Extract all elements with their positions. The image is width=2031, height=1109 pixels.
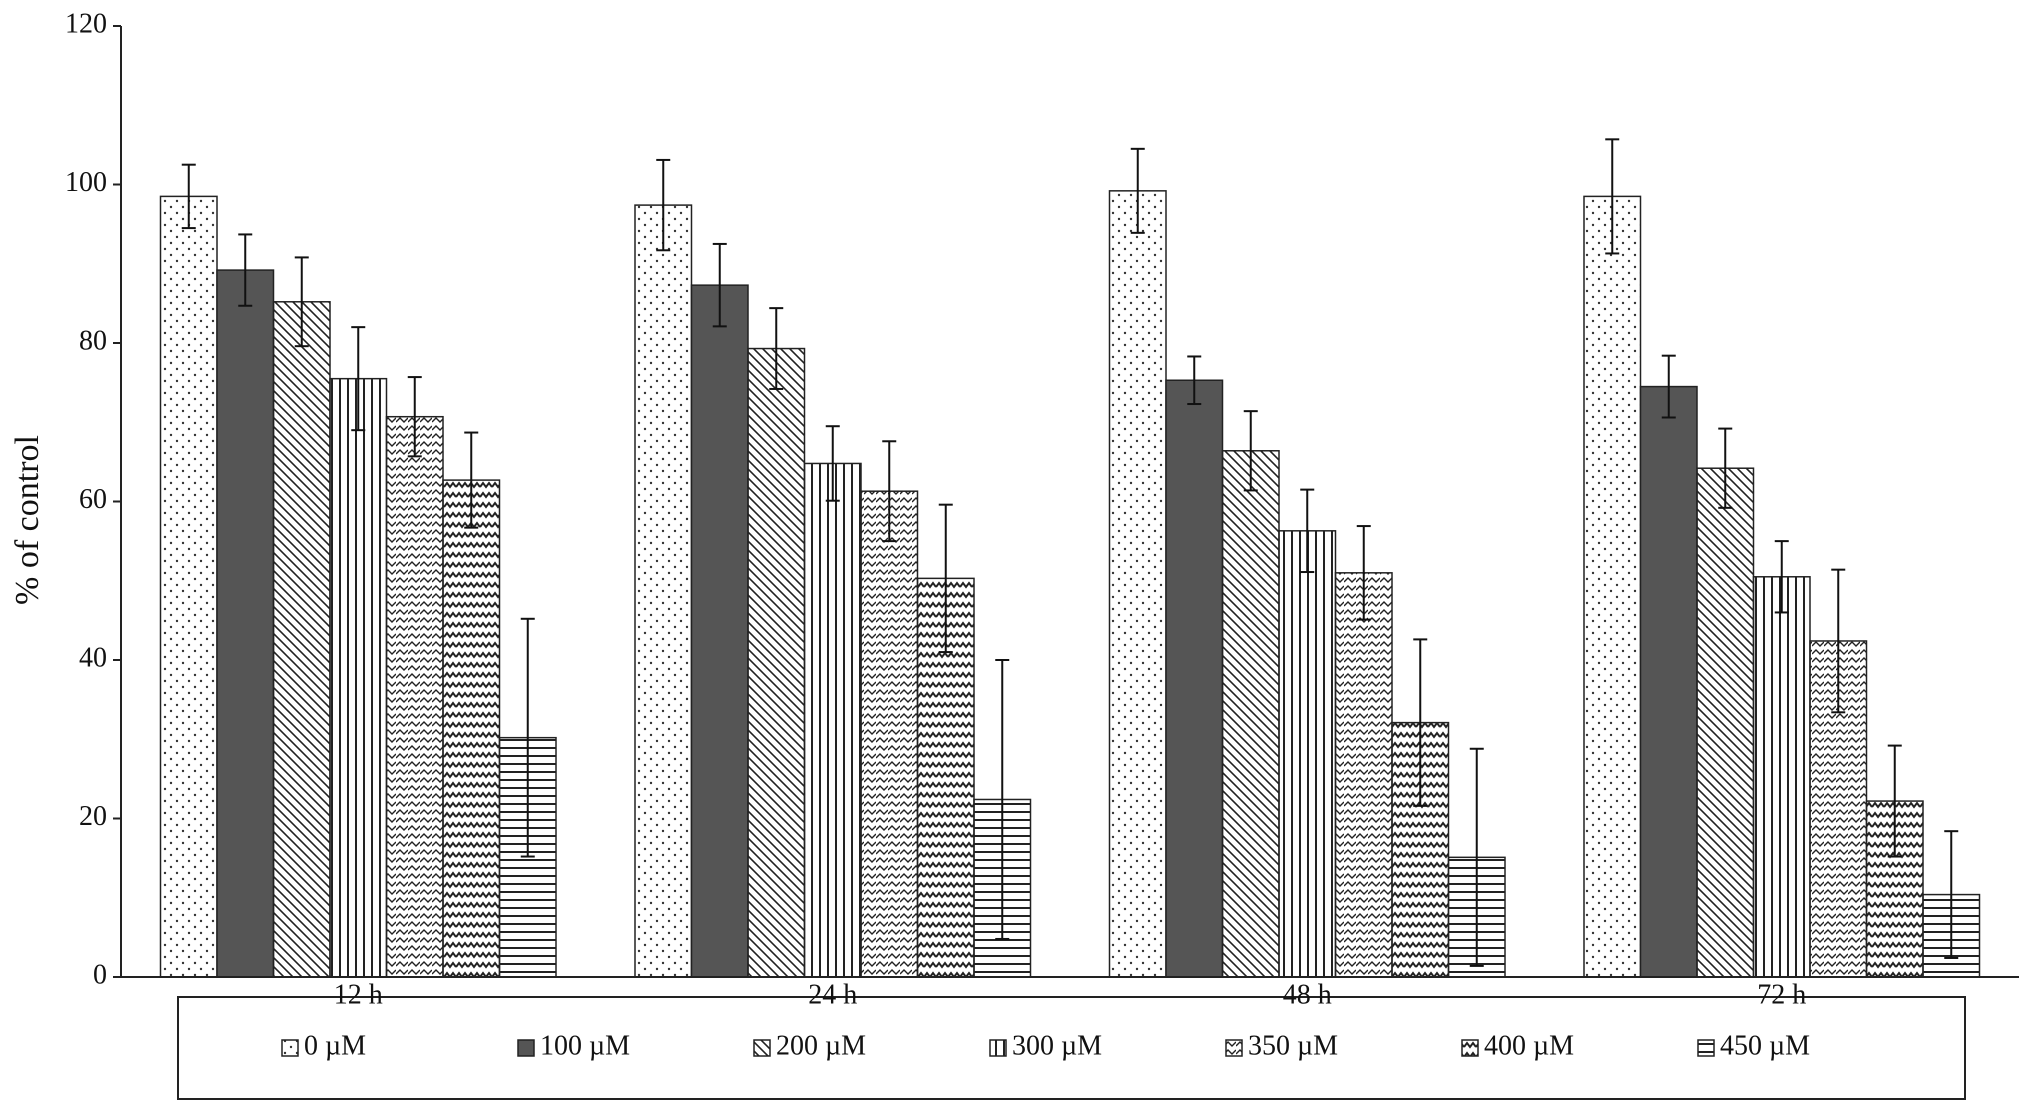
bar (1108, 190, 1167, 978)
bar (159, 195, 218, 978)
legend-label: 350 µM (1248, 1030, 1338, 1061)
legend-box (177, 996, 1966, 1100)
y-tick-label: 120 (65, 8, 107, 39)
legend-swatch (1697, 1039, 1715, 1057)
legend-swatch (281, 1039, 299, 1057)
legend-swatch (989, 1039, 1007, 1057)
legend-swatch (517, 1039, 535, 1057)
x-tick-label: 12 h (334, 979, 383, 1010)
bar (803, 462, 862, 978)
legend-label: 100 µM (540, 1030, 630, 1061)
bar (272, 301, 331, 978)
y-tick-label: 60 (79, 484, 107, 515)
x-tick-label: 72 h (1757, 979, 1806, 1010)
bar (442, 479, 501, 978)
y-tick-label: 40 (79, 642, 107, 673)
bar (216, 269, 275, 978)
x-tick-label: 48 h (1283, 979, 1332, 1010)
bar (747, 347, 806, 978)
y-tick-label: 0 (93, 959, 107, 990)
y-tick-label: 20 (79, 801, 107, 832)
bar (385, 415, 444, 978)
bar (1752, 576, 1811, 978)
bar (634, 204, 693, 978)
legend-swatch (1225, 1039, 1243, 1057)
bar (1696, 467, 1755, 978)
x-tick-label: 24 h (808, 979, 857, 1010)
legend-swatch (1461, 1039, 1479, 1057)
bar (1639, 385, 1698, 978)
bar (1278, 530, 1337, 978)
legend-label: 300 µM (1012, 1030, 1102, 1061)
legend-label: 0 µM (304, 1030, 366, 1061)
bar (1583, 195, 1642, 978)
legend-label: 400 µM (1484, 1030, 1574, 1061)
y-tick-label: 100 (65, 167, 107, 198)
bar (860, 490, 919, 978)
legend-label: 450 µM (1720, 1030, 1810, 1061)
legend-swatch (753, 1039, 771, 1057)
bar (1334, 572, 1393, 978)
y-axis-title: % of control (9, 435, 46, 605)
bar (1221, 450, 1280, 978)
bar (1165, 379, 1224, 978)
y-tick-label: 80 (79, 325, 107, 356)
bar (690, 284, 749, 978)
bar (329, 377, 388, 978)
legend-label: 200 µM (776, 1030, 866, 1061)
